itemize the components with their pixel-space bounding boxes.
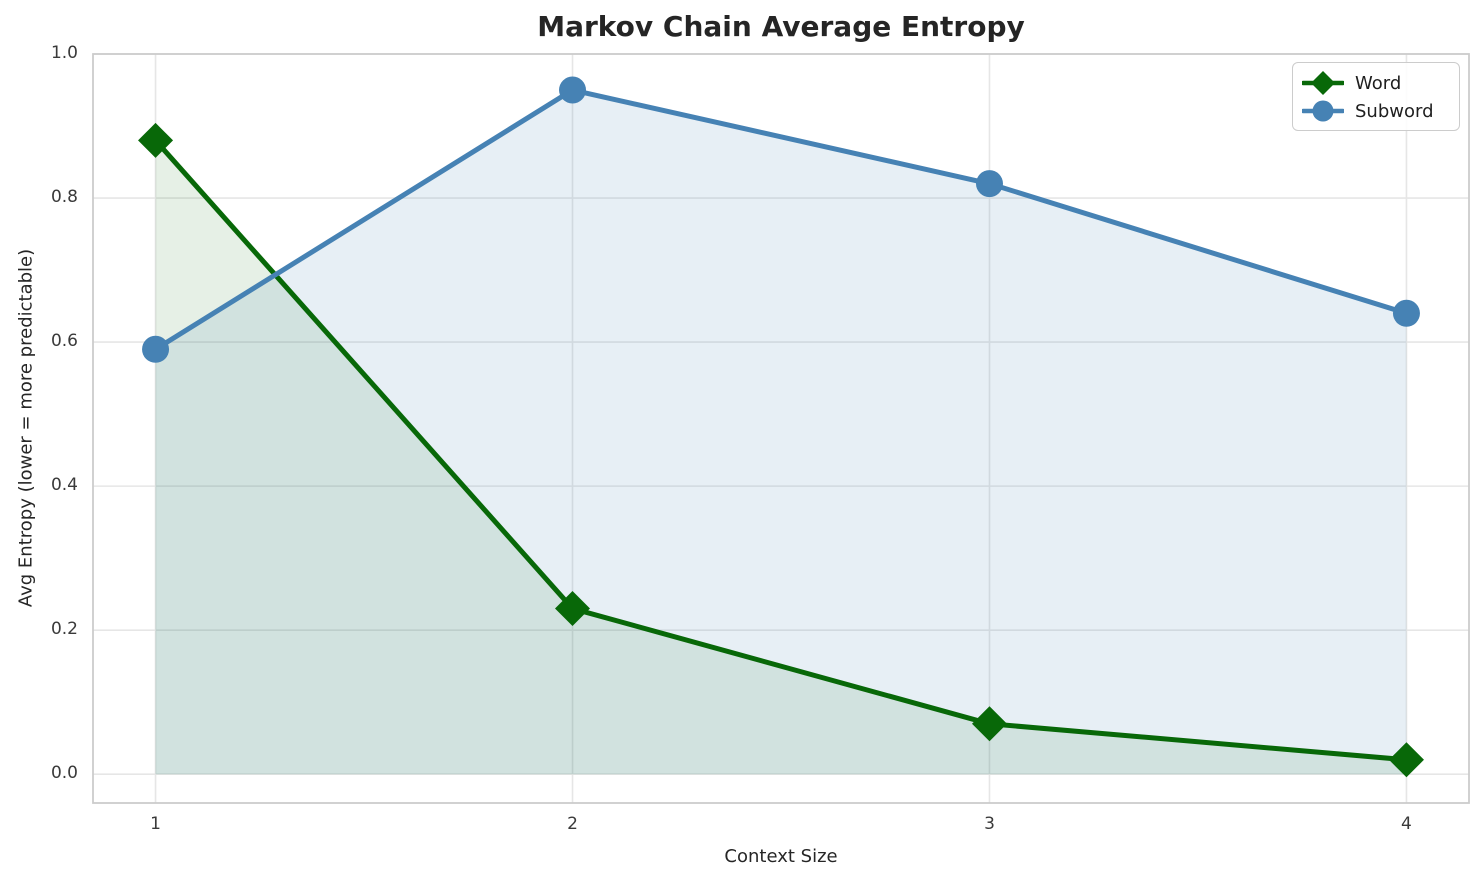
subword-line: [153, 87, 1409, 352]
word-marker-diamond: [971, 706, 1007, 742]
y-tick-label: 0.4: [50, 475, 78, 496]
x-tick-label: 1: [150, 814, 161, 834]
circle-icon: [1302, 100, 1344, 122]
subword-marker-circle: [142, 335, 170, 363]
x-axis-label: Context Size: [724, 846, 838, 867]
legend-item-word: Word: [1302, 69, 1449, 97]
y-tick-label: 0.6: [50, 331, 78, 352]
word-marker-diamond: [555, 591, 591, 627]
subword-marker-circle: [559, 76, 587, 104]
subword-marker-circle: [975, 170, 1003, 198]
word-line: [153, 137, 1409, 763]
y-tick-label: 0.0: [50, 763, 78, 784]
legend-label-subword: Subword: [1355, 100, 1434, 122]
y-tick-label: 0.2: [50, 619, 78, 640]
y-axis-label: Avg Entropy (lower = more predictable): [15, 248, 37, 608]
x-tick-label: 2: [567, 814, 578, 834]
x-tick-label: 3: [984, 814, 995, 834]
diamond-icon: [1302, 71, 1344, 95]
chart-title: Markov Chain Average Entropy: [537, 10, 1025, 43]
word-area-fill: [155, 140, 1407, 775]
subword-marker-circle: [1392, 299, 1420, 327]
subword-area-fill: [155, 90, 1407, 775]
word-marker-diamond: [1388, 742, 1424, 778]
x-tick-label: 4: [1401, 814, 1412, 834]
word-marker-diamond: [138, 122, 174, 158]
y-tick-label: 1.0: [50, 43, 78, 63]
legend-label-word: Word: [1355, 72, 1402, 94]
y-tick-label: 0.8: [50, 187, 78, 208]
plot-frame: [92, 53, 1470, 804]
legend-item-subword: Subword: [1302, 97, 1449, 125]
legend: Word Subword: [1292, 62, 1460, 131]
